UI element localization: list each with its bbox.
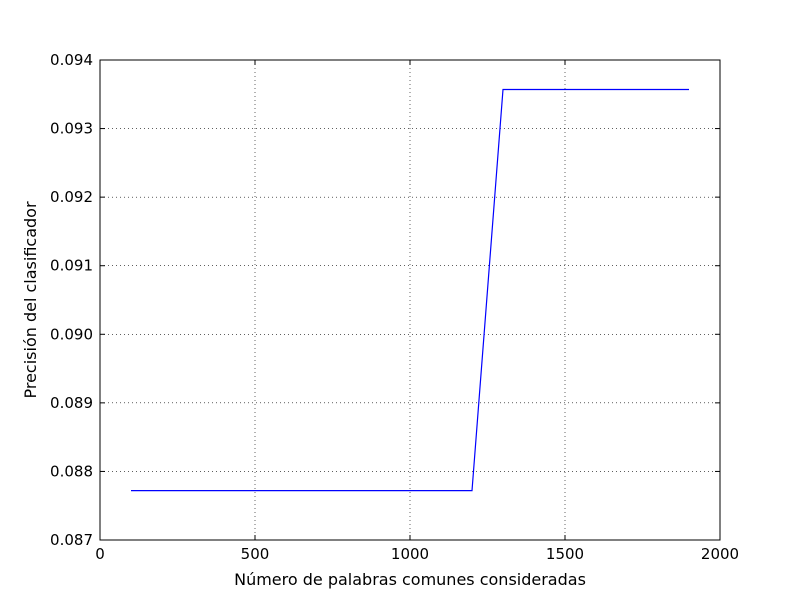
tick-labels: 0 500 1000 1500 2000 0.087 0.088 0.089 0.090 0.09… xyxy=(50,51,739,563)
x-tick-label: 0 xyxy=(95,545,105,563)
x-tick-label: 500 xyxy=(241,545,270,563)
x-tick-label: 1500 xyxy=(546,545,584,563)
x-tick-label: 1000 xyxy=(391,545,429,563)
y-tick-label: 0.090 xyxy=(50,325,93,343)
y-tick-label: 0.092 xyxy=(50,188,93,206)
x-tick-label: 2000 xyxy=(701,545,739,563)
y-tick-label: 0.089 xyxy=(50,394,93,412)
y-tick-label: 0.091 xyxy=(50,257,93,275)
x-axis-title: Número de palabras comunes consideradas xyxy=(234,570,586,589)
series-line xyxy=(131,88,689,492)
y-tick-label: 0.088 xyxy=(50,462,93,480)
ticks xyxy=(99,59,721,541)
y-axis-title: Precisión del clasificador xyxy=(21,201,40,398)
series-layer xyxy=(131,88,689,492)
y-tick-label: 0.094 xyxy=(50,51,93,69)
y-tick-label: 0.087 xyxy=(50,531,93,549)
y-tick-label: 0.093 xyxy=(50,120,93,138)
